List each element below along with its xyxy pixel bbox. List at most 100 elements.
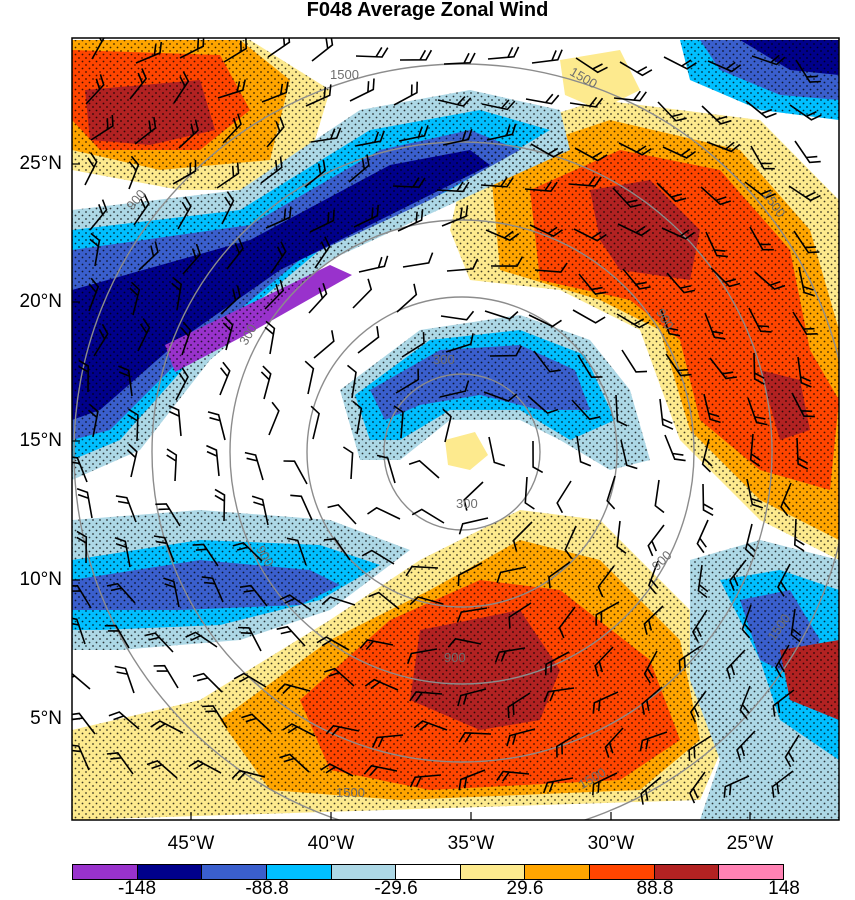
wind-barb [665,353,692,377]
wind-barb [439,380,470,398]
wind-barb [525,93,560,105]
wind-barb [496,566,527,584]
wind-barb [78,359,90,393]
wind-barb [393,405,404,439]
wind-barb [276,625,306,647]
wind-barb [201,576,224,603]
wind-barb [530,143,564,158]
wind-barb [283,460,308,485]
wind-barb [643,650,658,684]
lat-label-5n: 5°N [30,708,62,729]
wind-barb [486,123,517,141]
wind-barb [661,227,696,240]
lon-label-25w: 25°W [726,833,774,854]
wind-barb [616,313,650,329]
wind-barb [542,777,574,794]
wind-barb [458,517,489,535]
wind-barb [556,480,572,514]
wind-barb [749,433,761,467]
wind-barb [108,711,140,730]
wind-barb [484,310,519,320]
wind-barb [84,152,98,186]
wind-barb [617,223,651,237]
wind-barb [409,774,442,788]
wind-barb [507,692,531,719]
wind-barb [704,312,726,340]
wind-barb [790,608,802,643]
wind-barb [707,60,742,73]
wind-barb [797,356,812,388]
colorbar-label: 148 [768,878,800,899]
wind-barb [316,636,350,651]
wind-barb [792,311,818,336]
wind-barb [207,411,226,441]
wind-barb [217,79,246,99]
wind-barb [640,776,662,805]
wind-barb [358,255,389,273]
wind-barb [265,206,292,229]
wind-barb [606,475,616,510]
wind-barb [573,228,607,242]
wind-barb [723,775,750,798]
wind-barb [352,400,363,435]
wind-barb [129,281,141,316]
wind-barb [793,230,820,254]
axis-ticks [72,163,751,820]
wind-barb [308,283,328,314]
colorbar-swatch [525,865,591,879]
lat-label-10n: 10°N [19,569,62,590]
wind-barb [527,395,559,415]
wind-barb [172,160,197,185]
wind-barb [402,252,434,268]
wind-barb [216,162,240,189]
wind-barb [564,525,577,560]
wind-barb [104,624,130,649]
map-title: F048 Average Zonal Wind [306,0,549,21]
wind-barb [697,564,709,599]
wind-barb [239,584,268,607]
wind-barb [72,617,86,645]
wind-barb [774,644,790,678]
lon-label-40w: 40°W [307,833,355,854]
wind-barb [656,182,687,203]
wind-barb [399,49,433,61]
wind-barb [750,145,775,170]
wind-barb [264,320,276,355]
wind-barb [361,549,395,565]
contour-label: 1500 [336,785,365,800]
wind-barb [487,46,520,60]
wind-barb [577,354,603,379]
wind-barb [206,444,220,477]
lon-label-35w: 35°W [447,833,495,854]
wind-barb [178,119,199,149]
wind-barb [89,199,108,231]
wind-barb [592,772,618,796]
wind-barb [76,530,88,564]
wind-barb [485,229,520,242]
wind-barb [703,393,721,424]
wind-barb [118,365,133,397]
wind-barb [488,436,506,467]
wind-barb [533,350,561,373]
wind-barb [182,243,202,275]
height-contours [73,63,839,820]
wind-barb [447,637,482,648]
wind-barb [168,404,182,437]
colorbar-swatch [266,865,332,879]
wind-barb [659,398,674,430]
wind-barb [244,451,264,481]
wind-barb [657,101,687,122]
wind-barb [744,523,756,558]
wind-barb [558,606,576,639]
wind-barb [508,602,532,629]
wind-barbs [72,38,822,805]
wind-barb [310,405,320,440]
wind-barb [544,651,570,676]
wind-barb [639,731,668,752]
wind-barb [304,159,326,188]
wind-barb [701,438,713,473]
wind-barb [397,209,424,232]
wind-barb [458,769,486,791]
wind-barb [524,181,558,193]
wind-barb [494,647,526,663]
